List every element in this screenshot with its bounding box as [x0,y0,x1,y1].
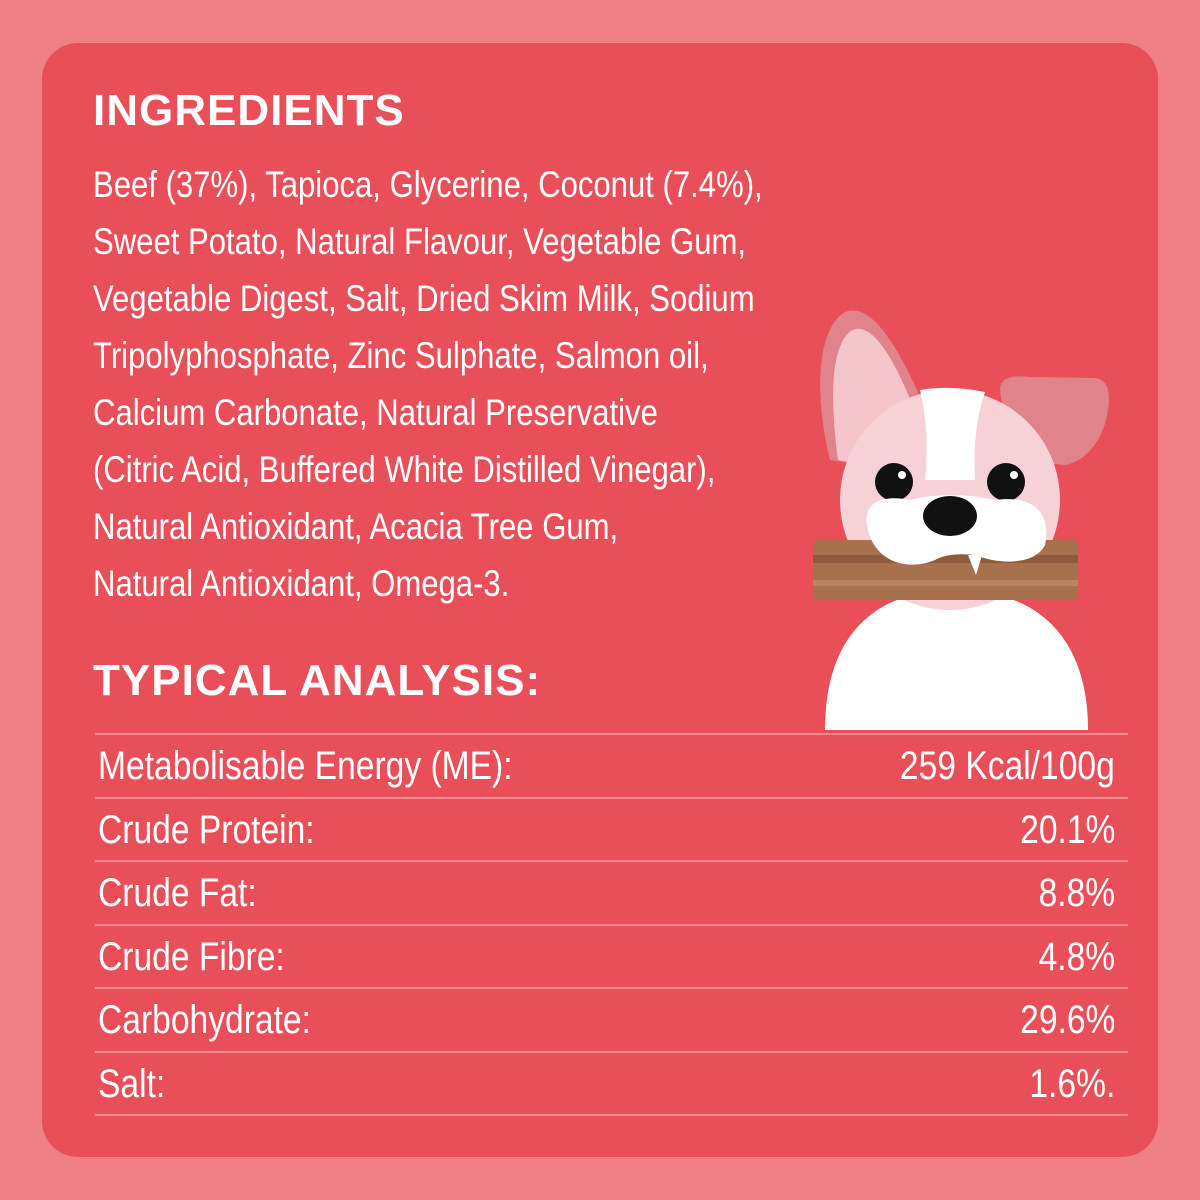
row-label: Carbohydrate: [98,998,311,1042]
analysis-table: Metabolisable Energy (ME): 259 Kcal/100g … [95,733,1128,1116]
ingredients-line: Sweet Potato, Natural Flavour, Vegetable… [93,221,747,262]
ingredients-line: Natural Antioxidant, Omega-3. [93,563,510,604]
table-row: Carbohydrate: 29.6% [95,989,1128,1053]
dog-left-eye [875,463,913,501]
ingredients-line: Calcium Carbonate, Natural Preservative [93,392,658,433]
row-label: Crude Protein: [98,807,315,852]
row-value: 4.8% [1038,934,1115,979]
row-value: 8.8% [1038,871,1115,915]
dog-nose [923,496,977,536]
ingredients-list: Beef (37%), Tapioca, Glycerine, Coconut … [93,160,993,616]
ingredients-line: Tripolyphosphate, Zinc Sulphate, Salmon … [93,335,709,376]
dog-right-eye [987,463,1025,501]
treat-stick-texture [813,580,1078,586]
row-value: 29.6% [1019,998,1115,1042]
dog-body [825,590,1088,730]
table-row: Crude Protein: 20.1% [95,799,1128,862]
eye-highlight [898,471,906,479]
row-value: 1.6%. [1029,1061,1115,1106]
ingredients-heading: INGREDIENTS [93,86,405,135]
ingredients-line: Vegetable Digest, Salt, Dried Skim Milk,… [93,278,755,319]
ingredients-line: Beef (37%), Tapioca, Glycerine, Coconut … [93,164,763,205]
row-label: Salt: [98,1061,166,1106]
table-row: Metabolisable Energy (ME): 259 Kcal/100g [95,735,1128,799]
table-row: Salt: 1.6%. [95,1053,1128,1116]
ingredients-line: Natural Antioxidant, Acacia Tree Gum, [93,506,619,547]
table-row: Crude Fat: 8.8% [95,862,1128,926]
row-label: Crude Fibre: [98,934,285,979]
treat-stick-texture [813,555,1078,563]
ingredients-line: (Citric Acid, Buffered White Distilled V… [93,449,716,490]
row-label: Metabolisable Energy (ME): [98,744,513,788]
analysis-heading: TYPICAL ANALYSIS: [93,656,542,705]
row-label: Crude Fat: [98,871,257,915]
row-value: 259 Kcal/100g [900,744,1115,788]
table-row: Crude Fibre: 4.8% [95,926,1128,989]
eye-highlight [1010,471,1018,479]
dog-tooth [968,555,982,575]
row-value: 20.1% [1019,807,1115,852]
dog-head-stripe [920,387,985,480]
